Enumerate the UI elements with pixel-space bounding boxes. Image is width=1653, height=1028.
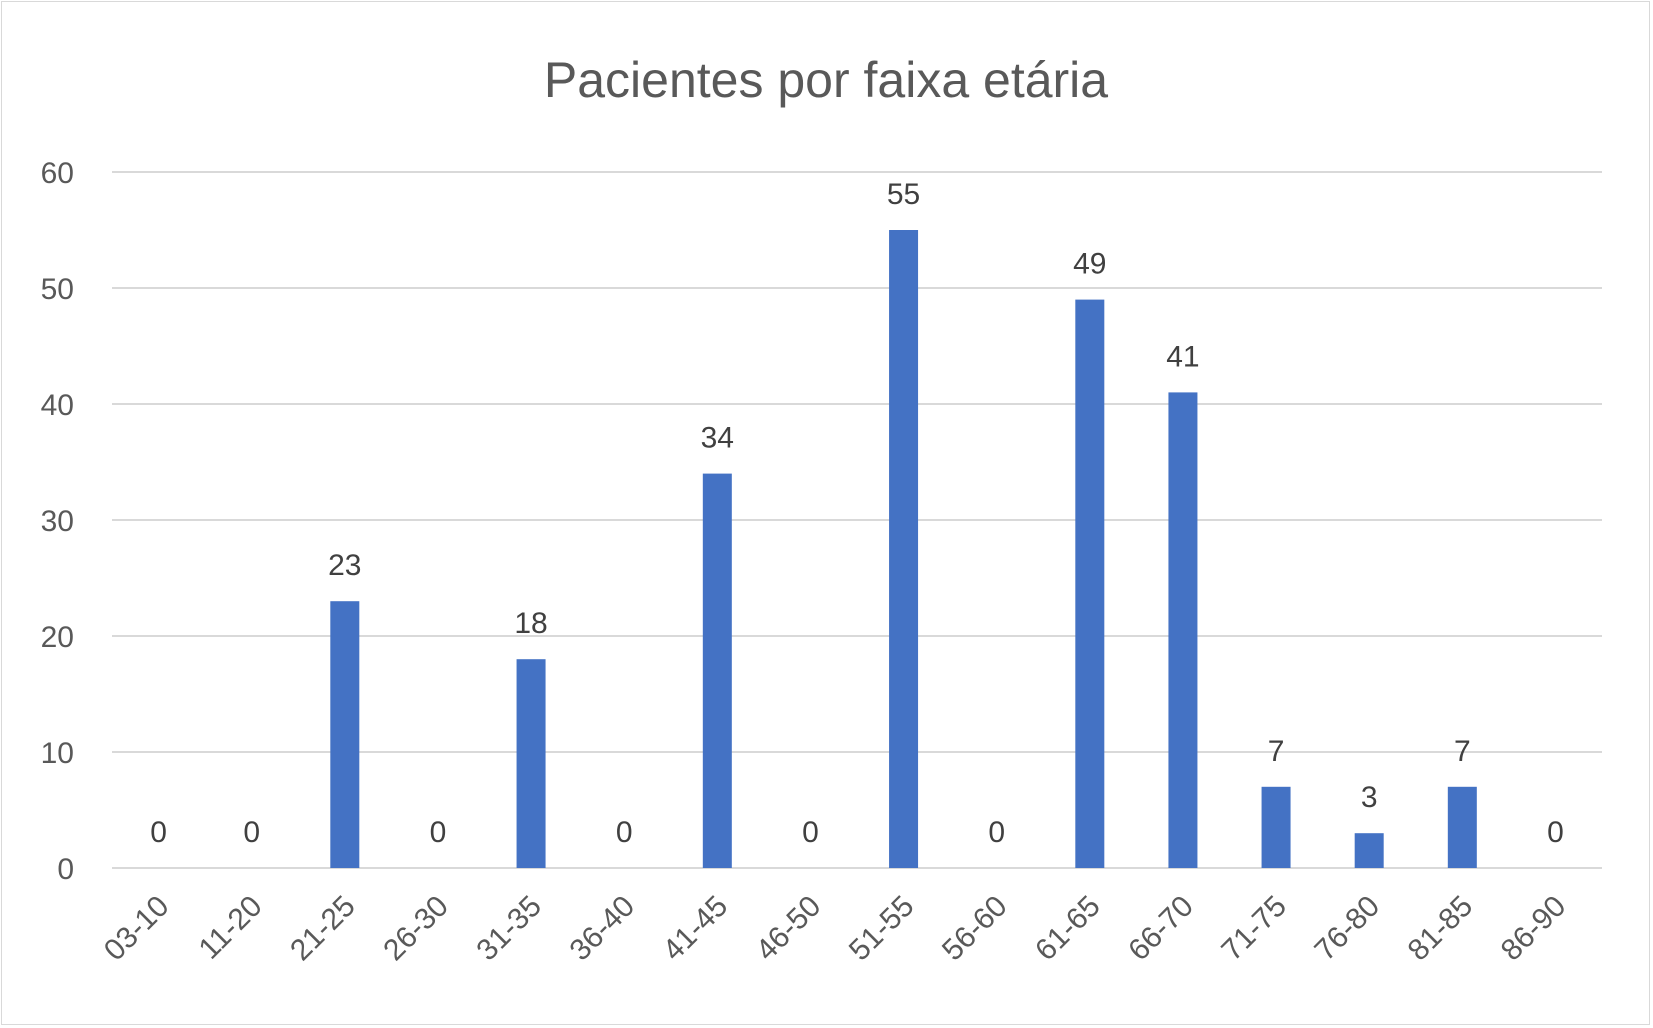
bar [1261,786,1291,868]
x-tick-label: 21-25 [284,890,362,968]
x-tick-label: 71-75 [1215,890,1293,968]
data-label: 55 [887,178,920,211]
x-tick-label: 86-90 [1495,890,1573,968]
y-tick-label: 30 [41,505,74,538]
data-label: 18 [514,607,547,640]
x-tick-label: 36-40 [564,890,642,968]
x-tick-label: 51-55 [843,890,921,968]
chart-title: Pacientes por faixa etária [544,52,1108,108]
bar [1354,833,1384,868]
x-tick-label: 26-30 [377,890,455,968]
x-tick-label: 76-80 [1309,890,1387,968]
x-axis: 03-10 11-20 21-25 26-30 31-35 36-40 41-45 46-50… [98,890,1572,968]
bar [1447,786,1477,868]
y-tick-label: 10 [41,737,74,770]
x-tick-label: 56-60 [936,890,1014,968]
bars [330,230,1477,869]
data-label: 7 [1268,735,1285,768]
y-tick-label: 20 [41,621,74,654]
y-tick-label: 0 [57,853,74,886]
x-tick-label: 61-65 [1029,890,1107,968]
data-label: 49 [1073,248,1106,281]
bar [702,473,732,868]
data-label: 0 [988,816,1005,849]
x-tick-label: 31-35 [470,890,548,968]
y-tick-label: 50 [41,273,74,306]
y-tick-label: 40 [41,389,74,422]
x-tick-label: 66-70 [1122,890,1200,968]
bar [1075,299,1105,869]
bar [330,601,360,868]
data-label: 34 [701,422,734,455]
data-label: 0 [616,816,633,849]
data-label: 3 [1361,781,1378,814]
gridlines [112,171,1602,869]
y-axis: 0 10 20 30 40 50 60 [41,157,74,886]
x-tick-label: 11-20 [193,890,269,966]
data-label: 41 [1166,340,1199,373]
data-label: 0 [243,816,260,849]
y-tick-label: 60 [41,157,74,190]
x-tick-label: 46-50 [750,890,828,968]
data-labels: 0 0 23 0 18 0 34 0 55 0 49 41 7 3 7 0 [150,178,1564,849]
data-label: 0 [802,816,819,849]
bar [516,659,546,868]
bar [1168,392,1198,868]
x-tick-label: 03-10 [98,890,176,968]
x-tick-label: 81-85 [1402,890,1480,968]
bar [889,230,919,868]
data-label: 7 [1454,735,1471,768]
data-label: 0 [150,816,167,849]
x-tick-label: 41-45 [657,890,735,968]
data-label: 23 [328,549,361,582]
data-label: 0 [1547,816,1564,849]
data-label: 0 [430,816,447,849]
